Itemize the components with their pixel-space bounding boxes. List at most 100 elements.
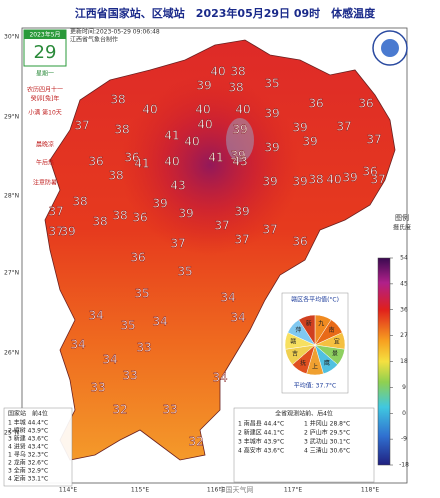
table-row: 4 高安市 43.6°C: [238, 447, 284, 455]
lat-label: 28°N: [4, 193, 19, 200]
hot-core: [45, 40, 395, 460]
table-right: [233, 407, 375, 483]
colorbar-label: 27: [400, 332, 408, 339]
station-value: 35: [120, 319, 135, 333]
station-value: 39: [292, 175, 307, 189]
pie-label: 宜: [334, 337, 340, 345]
station-value: 38: [110, 93, 125, 107]
table-row: 3 新建 43.6°C: [8, 435, 48, 443]
station-value: 38: [230, 65, 245, 79]
station-value: 39: [234, 205, 249, 219]
colorbar-label: 9: [402, 384, 406, 391]
station-value: 32: [112, 403, 127, 417]
station-value: 41: [164, 129, 179, 143]
table-title: 全省观测站前、后4位: [275, 410, 333, 418]
lat-label: 29°N: [4, 114, 19, 121]
colorbar-label: 18: [400, 358, 408, 365]
lon-label: 118°E: [361, 487, 379, 494]
pie-label: 南: [329, 326, 335, 334]
station-value: 37: [336, 120, 351, 134]
station-value: 43: [170, 179, 185, 193]
maker: 江西省气象台制作: [70, 36, 118, 44]
logo-inner: [381, 39, 399, 57]
station-value: 35: [134, 287, 149, 301]
station-value: 33: [136, 341, 151, 355]
station-value: 34: [88, 309, 103, 323]
station-value: 33: [90, 381, 105, 395]
lat-label: 30°N: [4, 34, 19, 41]
lat-label: 26°N: [4, 350, 19, 357]
colorbar-label: -9: [401, 436, 407, 443]
station-value: 40: [195, 103, 210, 117]
weekday: 星期一: [36, 70, 54, 78]
table-row: 2 樟树 43.9°C: [8, 427, 48, 435]
station-value: 36: [130, 251, 145, 265]
table-row: 1 丰城 44.4°C: [8, 419, 48, 427]
table-row: 4 三清山 30.6°C: [304, 447, 350, 455]
table-row: 3 武功山 30.1°C: [304, 438, 350, 446]
calendar-head: [24, 30, 66, 39]
station-value: 39: [264, 107, 279, 121]
lon-label: 116°E: [207, 487, 225, 494]
pie-label: 吉: [292, 351, 298, 358]
station-value: 39: [292, 121, 307, 135]
station-value: 36: [308, 97, 323, 111]
station-value: 39: [342, 171, 357, 185]
pie-title: 赣区各平均值(°C): [291, 296, 339, 304]
station-value: 39: [152, 197, 167, 211]
station-value: 38: [228, 81, 243, 95]
source: 中国天气网: [219, 485, 254, 494]
station-value: 36: [88, 155, 103, 169]
table-row: 3 丰城市 43.9°C: [238, 438, 284, 446]
pie-label: 景: [332, 351, 338, 358]
station-value: 39: [196, 79, 211, 93]
update-time: 更新时间:2023-05-29 09:06:48: [70, 28, 160, 36]
pie-label: 九: [318, 319, 324, 327]
station-value: 40: [235, 103, 250, 117]
station-value: 33: [162, 403, 177, 417]
calendar-month: 2023年5月: [29, 31, 60, 39]
colorbar-label: 0: [402, 410, 406, 417]
table-title: 国家站 前4位: [8, 410, 48, 418]
colorbar-label: 54: [400, 255, 408, 262]
station-value: 40: [142, 103, 157, 117]
colorbar-label: 36: [400, 306, 408, 313]
table-row: 4 定南 33.1°C: [8, 475, 48, 483]
station-value: 39: [232, 123, 247, 137]
legend-title: 图例: [395, 213, 409, 222]
calendar-day: 29: [34, 42, 57, 63]
solar-term: 小满 第10天: [28, 109, 62, 117]
poyang-lake: [226, 118, 254, 162]
table-row: 4 进贤 43.4°C: [8, 443, 48, 451]
station-value: 40: [210, 65, 225, 79]
station-value: 37: [214, 219, 229, 233]
station-value: 35: [177, 265, 192, 279]
station-value: 36: [132, 211, 147, 225]
station-value: 37: [262, 223, 277, 237]
pie-label: 新: [306, 319, 312, 327]
table-row: 3 全南 32.9°C: [8, 467, 48, 475]
station-value: 33: [122, 369, 137, 383]
note: 午后热: [36, 159, 54, 167]
table-row: 1 井冈山 28.8°C: [304, 420, 350, 428]
pie-average: 平均值: 37.7°C: [294, 382, 336, 390]
lunar-year: 癸卯[兔]年: [31, 95, 60, 103]
lunar: 农历四月十一: [27, 86, 63, 94]
table-left: [3, 407, 73, 487]
station-value: 41: [134, 157, 149, 171]
station-value: 37: [74, 119, 89, 133]
station-value: 40: [164, 155, 179, 169]
lon-label: 114°E: [59, 487, 77, 494]
station-value: 37: [366, 133, 381, 147]
pie-wedge: [298, 314, 316, 346]
station-value: 36: [362, 165, 377, 179]
station-value: 32: [188, 435, 203, 449]
station-value: 38: [92, 215, 107, 229]
station-value: 39: [264, 141, 279, 155]
lon-label: 117°E: [284, 487, 302, 494]
station-value: 37: [48, 225, 63, 239]
pie-label: 萍: [295, 326, 301, 334]
pie-label: 鹰: [324, 359, 330, 367]
station-value: 35: [264, 77, 279, 91]
station-value: 40: [184, 135, 199, 149]
